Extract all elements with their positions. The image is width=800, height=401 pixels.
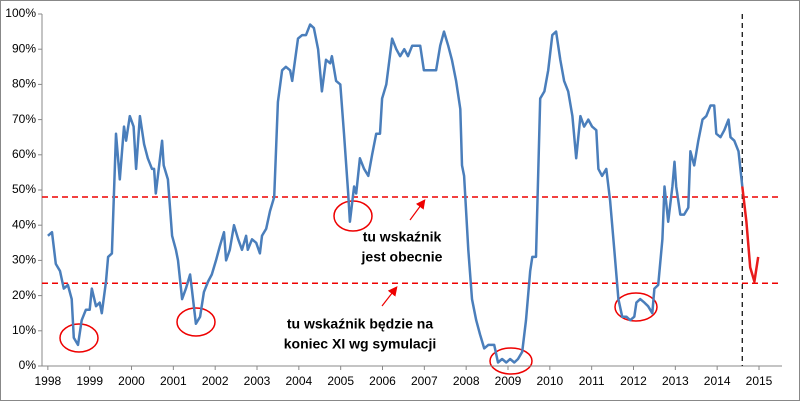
y-tick-label: 40% xyxy=(12,217,36,231)
x-tick-label: 2009 xyxy=(495,374,522,388)
x-tick-label: 2006 xyxy=(369,374,396,388)
line xyxy=(47,23,744,364)
x-tick-label: 1999 xyxy=(76,374,103,388)
x-tick-label: 2008 xyxy=(453,374,480,388)
circle xyxy=(176,307,216,337)
x-tick-label: 2014 xyxy=(704,374,731,388)
arrow xyxy=(409,199,426,221)
x-tick-label: 2013 xyxy=(662,374,689,388)
circle xyxy=(59,323,99,353)
annotation: jest obecnie xyxy=(361,249,443,265)
y-tick-label: 20% xyxy=(12,288,36,302)
y-tick-label: 0% xyxy=(19,358,37,372)
x-tick-label: 2002 xyxy=(202,374,229,388)
x-tick-label: 2015 xyxy=(746,374,773,388)
y-tick-label: 60% xyxy=(12,147,36,161)
annotation: tu wskaźnik będzie na xyxy=(287,316,433,332)
x-tick-label: 2001 xyxy=(160,374,187,388)
x-tick-label: 1998 xyxy=(35,374,62,388)
arrow xyxy=(381,286,398,307)
x-tick-label: 2000 xyxy=(118,374,145,388)
x-tick-label: 2011 xyxy=(579,374,605,388)
y-tick-label: 100% xyxy=(5,6,36,20)
annotation: koniec XI wg symulacji xyxy=(284,336,437,352)
x-tick-label: 2003 xyxy=(244,374,271,388)
y-tick-label: 80% xyxy=(12,77,36,91)
y-tick-label: 30% xyxy=(12,253,36,267)
x-tick-label: 2012 xyxy=(620,374,647,388)
circle xyxy=(489,347,533,375)
line xyxy=(741,186,760,283)
y-tick-label: 70% xyxy=(12,112,36,126)
annotation: tu wskaźnik xyxy=(363,229,442,245)
y-tick-label: 50% xyxy=(12,182,36,196)
x-tick-label: 2010 xyxy=(536,374,563,388)
x-tick-label: 2005 xyxy=(327,374,354,388)
y-tick-label: 10% xyxy=(12,323,36,337)
x-tick-label: 2004 xyxy=(285,374,312,388)
x-tick-label: 2007 xyxy=(411,374,438,388)
circle xyxy=(614,292,658,322)
y-tick-label: 90% xyxy=(12,41,36,55)
highlight-circles xyxy=(59,200,658,375)
